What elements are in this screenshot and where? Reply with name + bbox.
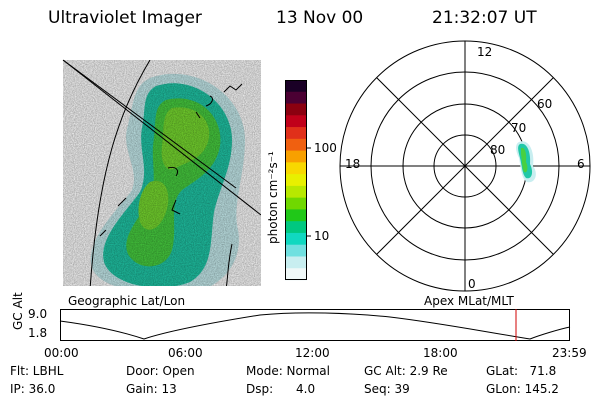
colorbar-swatch: [285, 268, 307, 281]
timeline-ylabel: GC Alt: [11, 292, 25, 330]
colorbar-swatch: [285, 232, 307, 246]
info-door: Door: Open: [126, 364, 195, 378]
colorbar-swatch: [285, 80, 307, 93]
timeline-xtick-0000: 00:00: [44, 346, 79, 360]
colorbar-swatch: [285, 197, 307, 210]
instrument-title: Ultraviolet Imager: [48, 8, 202, 28]
info-glat: GLat: 71.8: [486, 364, 557, 378]
polar-caption: Apex MLat/MLT: [424, 294, 514, 308]
polar-lat-70: 70: [511, 121, 527, 135]
colorbar-swatch: [285, 244, 307, 257]
colorbar-swatch: [285, 221, 307, 234]
polar-lat-80: 80: [490, 143, 506, 157]
polar-lat-60: 60: [537, 97, 553, 111]
geographic-caption: Geographic Lat/Lon: [68, 294, 186, 308]
colorbar-tick-100: 100: [314, 141, 337, 155]
colorbar-swatch: [285, 91, 307, 105]
info-gain: Gain: 13: [126, 382, 177, 396]
colorbar-swatch: [285, 127, 307, 140]
info-gcalt: GC Alt: 2.9 Re: [364, 364, 448, 378]
colorbar-swatch: [285, 185, 307, 199]
info-mode: Mode: Normal: [246, 364, 330, 378]
timeline-xtick-1200: 12:00: [295, 346, 330, 360]
colorbar-swatch: [285, 150, 307, 163]
polar-label-18: 18: [345, 157, 361, 171]
colorbar-swatch: [285, 256, 307, 269]
timeline-ytick-bottom: 1.8: [28, 326, 48, 340]
colorbar-swatch: [285, 115, 307, 128]
polar-label-0: 0: [468, 277, 476, 291]
info-dsp: Dsp: 4.0: [246, 382, 316, 396]
colorbar-swatch: [285, 138, 307, 152]
time-label: 21:32:07 UT: [432, 8, 537, 28]
colorbar-swatch: [285, 174, 307, 187]
colorbar-swatch: [285, 103, 307, 116]
timeline-xtick-1800: 18:00: [423, 346, 458, 360]
polar-plot: [339, 40, 591, 292]
polar-label-12: 12: [477, 45, 493, 59]
timeline-xtick-0600: 06:00: [168, 346, 203, 360]
timeline-xtick-2359: 23:59: [552, 346, 587, 360]
altitude-timeline: [59, 309, 571, 341]
info-flt: Flt: LBHL: [10, 364, 64, 378]
info-glon: GLon: 145.2: [486, 382, 559, 396]
colorbar-swatch: [285, 209, 307, 222]
polar-label-6: 6: [577, 157, 585, 171]
colorbar-tick-10: 10: [314, 229, 330, 243]
date-label: 13 Nov 00: [276, 8, 364, 28]
color-bar: [285, 80, 311, 281]
info-seq: Seq: 39: [364, 382, 410, 396]
colorbar-swatch: [285, 162, 307, 175]
colorbar-label: photon cm⁻²s⁻¹: [266, 151, 280, 244]
info-ip: IP: 36.0: [10, 382, 56, 396]
timeline-ytick-top: 9.0: [28, 307, 48, 321]
